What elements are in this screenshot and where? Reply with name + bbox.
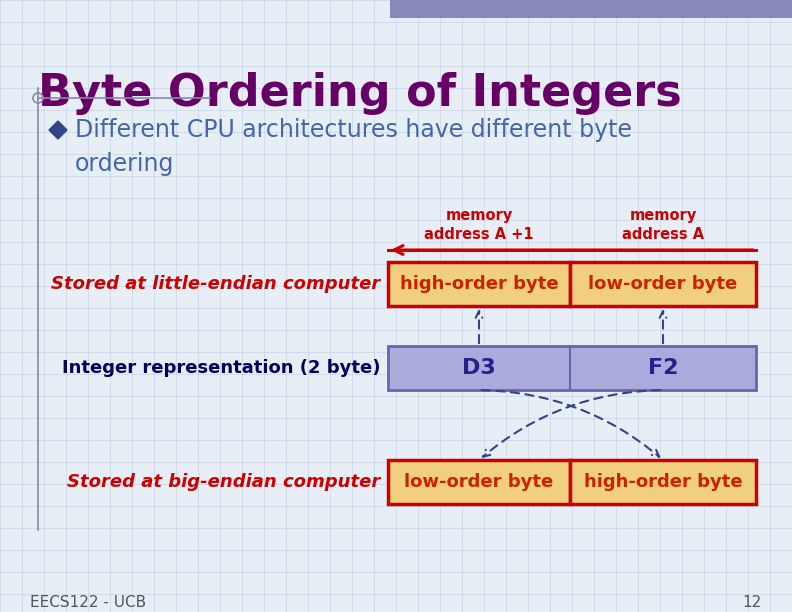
- Text: low-order byte: low-order byte: [588, 275, 737, 293]
- Text: high-order byte: high-order byte: [584, 473, 742, 491]
- Bar: [570, 262, 756, 306]
- Polygon shape: [49, 121, 67, 139]
- Text: F2: F2: [648, 358, 678, 378]
- Text: EECS122 - UCB: EECS122 - UCB: [30, 595, 147, 610]
- Text: Stored at little-endian computer: Stored at little-endian computer: [51, 275, 380, 293]
- Bar: [388, 262, 570, 306]
- Bar: [388, 346, 756, 390]
- Bar: [570, 460, 756, 504]
- Text: Byte Ordering of Integers: Byte Ordering of Integers: [38, 72, 682, 115]
- Text: low-order byte: low-order byte: [405, 473, 554, 491]
- Text: high-order byte: high-order byte: [400, 275, 558, 293]
- Bar: [390, 0, 792, 18]
- Text: memory
address A +1: memory address A +1: [425, 208, 534, 242]
- Text: Stored at big-endian computer: Stored at big-endian computer: [67, 473, 380, 491]
- Text: D3: D3: [462, 358, 496, 378]
- Bar: [388, 460, 570, 504]
- Text: memory
address A: memory address A: [622, 208, 704, 242]
- Text: 12: 12: [743, 595, 762, 610]
- Text: Different CPU architectures have different byte
ordering: Different CPU architectures have differe…: [75, 118, 632, 176]
- Text: Integer representation (2 byte): Integer representation (2 byte): [62, 359, 380, 377]
